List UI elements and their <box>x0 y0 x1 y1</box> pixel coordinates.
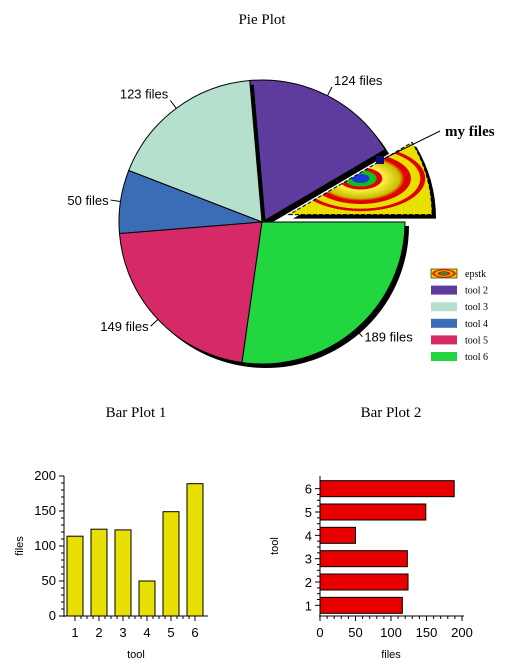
bar2-bar-6 <box>319 480 455 498</box>
pie-slice-epstk <box>287 141 433 216</box>
pie-annotation: my files <box>376 124 495 164</box>
bar2-bar-2 <box>319 573 409 591</box>
bar1-bar-4 <box>138 580 156 617</box>
bar2-plot-area: 0 50 100 150 200 1 2 3 4 5 6 <box>305 476 473 640</box>
bar2-y-tick-label: 4 <box>305 528 312 543</box>
legend-label-tool-5: tool 5 <box>465 335 488 346</box>
pie-slice-tool-2 <box>249 79 386 223</box>
legend-swatch-tool-5 <box>431 335 457 345</box>
bar2-y-tick-label: 1 <box>305 598 312 613</box>
pie-label-leader <box>355 328 363 338</box>
bar2-x-tick-label: 100 <box>380 625 402 640</box>
bar2-bar-4 <box>319 526 356 544</box>
bar1-y-tick-label: 150 <box>34 503 56 518</box>
bar2-x-tick-label: 200 <box>451 625 473 640</box>
bar1-title: Bar Plot 1 <box>106 405 167 421</box>
bar1-bar-3 <box>114 529 132 617</box>
legend-label-tool-4: tool 4 <box>465 319 488 330</box>
bar2-x-tick-label: 150 <box>416 625 438 640</box>
pie-labels: 124 files 123 files 50 files 149 files 189 f… <box>67 73 413 345</box>
bar2-bar-5 <box>319 503 427 521</box>
bar2-y-tick-label: 3 <box>305 552 312 567</box>
pie-label-tool-3: 123 files <box>120 86 169 101</box>
pie-chart: Pie Plot 124 files 123 files 50 files 149 f… <box>67 12 495 368</box>
bar1-y-tick-label: 200 <box>34 468 56 483</box>
bar1-y-tick-label: 100 <box>34 538 56 553</box>
bar1-bar-5 <box>162 511 180 617</box>
annotation-text: my files <box>445 124 495 140</box>
annotation-pointer-line <box>380 130 441 161</box>
legend-swatch-tool-6 <box>431 352 457 361</box>
bar2-xlabel: files <box>381 649 401 661</box>
bar1-bar-1 <box>66 535 84 617</box>
pie-slices <box>118 79 437 368</box>
pie-label-tool-2: 124 files <box>334 73 383 88</box>
bar1-x-tick-label: 5 <box>167 625 174 640</box>
pie-title: Pie Plot <box>238 12 286 28</box>
bar2-y-tick-label: 6 <box>305 482 312 497</box>
legend-label-tool-6: tool 6 <box>465 352 488 363</box>
legend-label-epstk: epstk <box>465 269 486 280</box>
bar2-x-tick-label: 0 <box>316 625 323 640</box>
bar1-x-tick-label: 2 <box>95 625 102 640</box>
bar-chart-2: Bar Plot 2 0 50 100 150 200 1 2 3 4 5 6 files tool <box>269 405 473 661</box>
legend-swatch-tool-4 <box>431 318 457 328</box>
pie-label-tool-6: 189 files <box>364 330 413 345</box>
pie-slice-tool-6 <box>241 221 406 365</box>
bar1-x-tick-label: 6 <box>191 625 198 640</box>
pie-label-tool-4: 50 files <box>67 193 109 208</box>
bar2-y-tick-label: 2 <box>305 575 312 590</box>
pie-label-tool-5: 149 files <box>100 319 149 334</box>
pie-label-leader <box>326 86 333 96</box>
pie-slice-tool-5 <box>118 221 263 364</box>
legend-label-tool-3: tool 3 <box>465 302 488 313</box>
bar1-x-tick-label: 1 <box>71 625 78 640</box>
bar1-y-tick-label: 0 <box>49 608 56 623</box>
bar2-ylabel: tool <box>269 537 281 555</box>
bar1-x-tick-label: 3 <box>119 625 126 640</box>
legend-swatch-epstk <box>430 268 458 279</box>
bar2-title: Bar Plot 2 <box>361 405 422 421</box>
bar1-xlabel: tool <box>127 649 145 661</box>
bar1-bar-6 <box>186 483 204 617</box>
legend-label-tool-2: tool 2 <box>465 286 488 297</box>
pie-label-leader <box>169 100 177 109</box>
legend-swatch-tool-2 <box>431 285 457 295</box>
bar1-plot-area: 0 50 100 150 200 1 2 3 4 5 6 <box>34 468 208 640</box>
pie-label-leader <box>110 199 121 202</box>
pie-legend: epstk tool 2 tool 3 tool 4 tool 5 tool 6 <box>430 268 488 363</box>
bar-chart-1: Bar Plot 1 0 50 100 150 200 1 2 3 4 5 6 tool files <box>14 405 208 661</box>
bar1-x-tick-label: 4 <box>143 625 150 640</box>
bar2-bar-3 <box>319 550 408 568</box>
pie-label-leader <box>150 319 159 327</box>
annotation-marker <box>376 156 384 164</box>
bar2-x-tick-label: 50 <box>348 625 362 640</box>
bar1-ylabel: files <box>14 536 26 556</box>
bar2-bar-1 <box>319 596 403 614</box>
legend-swatch-tool-3 <box>431 302 457 312</box>
bar2-y-tick-label: 5 <box>305 505 312 520</box>
bar1-y-tick-label: 50 <box>42 573 56 588</box>
bar1-bar-2 <box>90 528 108 617</box>
